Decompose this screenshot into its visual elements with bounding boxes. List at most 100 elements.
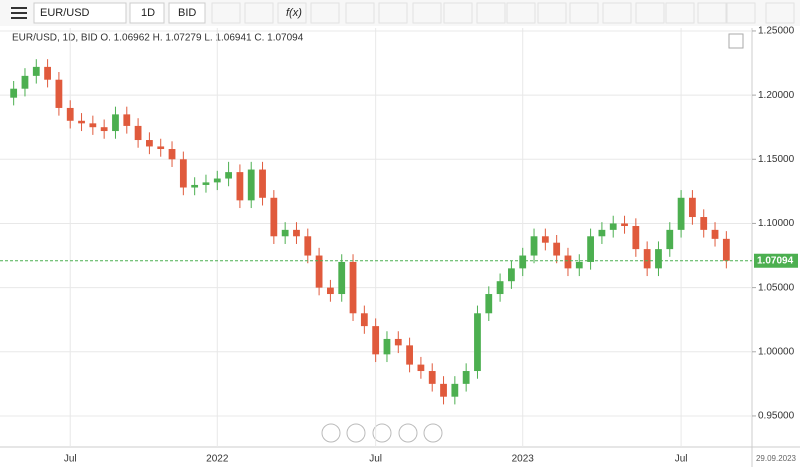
candle-body <box>508 268 515 282</box>
zoom-out[interactable] <box>346 423 366 443</box>
candle-body <box>225 172 232 179</box>
candle-body <box>270 197 278 237</box>
tool-button[interactable] <box>697 2 727 24</box>
candle-body <box>428 371 436 384</box>
nav-end[interactable] <box>372 423 392 443</box>
function-label: f(x) <box>286 7 302 19</box>
candle-body <box>564 255 572 269</box>
x-tick-label: 2022 <box>206 454 229 465</box>
candle-body <box>66 107 74 121</box>
tool-button[interactable] <box>665 2 695 24</box>
candle-body <box>643 249 651 269</box>
candle-body <box>32 66 40 76</box>
tool-button[interactable] <box>569 2 599 24</box>
tool-button[interactable] <box>378 2 408 24</box>
nav-right[interactable] <box>423 423 443 443</box>
interval-button[interactable] <box>129 2 165 24</box>
symbol-box[interactable] <box>33 2 127 24</box>
candle-body <box>587 236 594 262</box>
menu-button[interactable] <box>11 7 27 19</box>
candle-body <box>123 114 131 126</box>
popout-icon[interactable] <box>728 33 744 49</box>
candle-body <box>315 255 323 288</box>
candle-body <box>383 338 391 355</box>
candle-body <box>78 120 85 124</box>
interval: 1D <box>141 7 155 19</box>
tool-button[interactable] <box>277 2 307 24</box>
tool-button[interactable] <box>443 2 473 24</box>
candle-body <box>146 140 153 147</box>
candle-body <box>100 127 108 132</box>
y-tick-label: 1.05000 <box>758 282 795 293</box>
zoom-in[interactable] <box>398 423 418 443</box>
tool-button[interactable] <box>506 2 536 24</box>
candle-body <box>338 261 346 295</box>
candle-body <box>462 371 470 384</box>
tool-button[interactable] <box>602 2 632 24</box>
candle-body <box>530 236 538 256</box>
candle-body <box>700 217 708 230</box>
nav-left[interactable] <box>321 423 341 443</box>
candle-body <box>179 159 187 188</box>
candle-body <box>621 223 628 227</box>
symbol: EUR/USD <box>40 7 90 19</box>
candle-body <box>281 229 289 237</box>
candle-body <box>349 261 357 314</box>
tool-button[interactable] <box>211 2 241 24</box>
tool-button[interactable] <box>412 2 442 24</box>
candle-body <box>575 261 583 269</box>
candle-body <box>134 125 142 141</box>
x-tick-label: Jul <box>64 454 77 465</box>
chart-header: EUR/USD, 1D, BID O. 1.06962 H. 1.07279 L… <box>12 33 304 44</box>
candle-body <box>417 364 425 372</box>
y-tick-label: 1.00000 <box>758 346 795 357</box>
end-date: 29.09.2023 <box>756 454 797 463</box>
last-price-box <box>754 253 798 268</box>
candle-body <box>689 197 696 218</box>
candle-body <box>112 114 119 132</box>
tool-button[interactable] <box>244 2 274 24</box>
candle-body <box>485 294 493 314</box>
candle-body <box>21 75 29 89</box>
candle-body <box>327 287 334 295</box>
tool-button[interactable] <box>476 2 506 24</box>
tool-button[interactable] <box>726 2 756 24</box>
candle-body <box>496 281 504 295</box>
candle-body <box>451 383 459 397</box>
tool-button[interactable] <box>537 2 567 24</box>
tool-button[interactable] <box>765 2 795 24</box>
y-tick-label: 1.10000 <box>758 218 795 229</box>
toolbar: EUR/USD 1D BID f(x) <box>0 0 800 26</box>
candle-body <box>168 149 176 160</box>
tool-button[interactable] <box>345 2 375 24</box>
x-tick-label: Jul <box>369 454 382 465</box>
candle-body <box>598 229 606 237</box>
candle-body <box>677 197 685 230</box>
candle-body <box>44 66 51 80</box>
y-tick-label: 1.20000 <box>758 90 795 101</box>
candle-body <box>55 79 63 108</box>
candle-body <box>259 169 266 198</box>
tool-button[interactable] <box>310 2 340 24</box>
candle-body <box>655 249 662 269</box>
x-tick-label: 2023 <box>512 454 535 465</box>
candle-body <box>10 88 18 98</box>
candle-body <box>519 255 527 269</box>
y-tick-label: 1.15000 <box>758 154 795 165</box>
candle-body <box>666 229 674 250</box>
candle-body <box>213 178 221 183</box>
menu-line <box>11 17 27 19</box>
candle-body <box>711 229 719 239</box>
candle-body <box>236 172 244 201</box>
menu-line <box>11 12 27 14</box>
price-type-button[interactable] <box>168 2 206 24</box>
candle-body <box>191 184 199 188</box>
tool-button[interactable] <box>635 2 665 24</box>
last-price-label: 1.07094 <box>757 255 794 266</box>
nav-buttons <box>321 423 443 443</box>
candle-body <box>553 242 561 256</box>
candle-body <box>609 223 617 230</box>
candle-body <box>372 326 380 355</box>
candle-body <box>247 169 255 201</box>
